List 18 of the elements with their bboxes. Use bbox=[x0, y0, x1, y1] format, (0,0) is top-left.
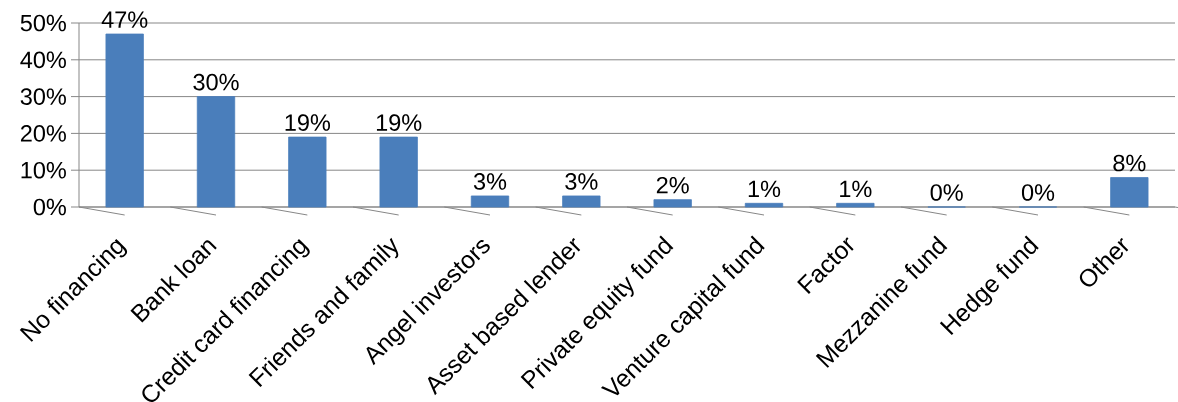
y-tick-label: 10% bbox=[21, 161, 66, 179]
data-label: 19% bbox=[376, 114, 422, 131]
data-label: 8% bbox=[1113, 154, 1146, 172]
data-label: 1% bbox=[840, 180, 872, 198]
data-label: 1% bbox=[748, 180, 781, 198]
data-label: 47% bbox=[101, 11, 148, 28]
data-label: 19% bbox=[285, 114, 331, 131]
data-label: 3% bbox=[565, 173, 598, 190]
y-tick-label: 50% bbox=[20, 14, 66, 32]
data-label: 0% bbox=[1021, 184, 1055, 201]
data-label: 2% bbox=[656, 176, 689, 194]
y-tick-label: 30% bbox=[20, 88, 66, 105]
y-tick-label: 40% bbox=[20, 51, 66, 69]
data-label: 30% bbox=[193, 73, 239, 91]
y-tick-label: 20% bbox=[20, 125, 66, 142]
data-label: 3% bbox=[473, 173, 507, 190]
y-tick-label: 0% bbox=[33, 198, 66, 216]
data-label: 0% bbox=[930, 184, 963, 201]
